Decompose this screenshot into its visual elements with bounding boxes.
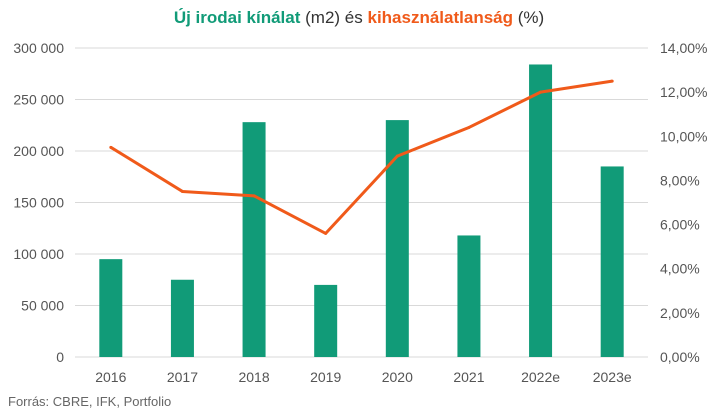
bar-2017 (170, 279, 194, 357)
right-tick-label: 0,00% (660, 349, 700, 365)
x-tick-label: 2023e (593, 369, 632, 385)
vacancy-point-2022e (539, 90, 543, 94)
bar-2021 (457, 235, 481, 357)
bars (99, 64, 624, 357)
left-tick-label: 250 000 (13, 92, 64, 108)
right-tick-label: 6,00% (660, 217, 700, 233)
source-note: Forrás: CBRE, IFK, Portfolio (8, 394, 172, 409)
left-tick-label: 50 000 (21, 298, 64, 314)
chart: 0 50 000 100 000 150 000 200 000 250 000 300 0… (13, 40, 707, 385)
chart-title: Új irodai kínálat (m2) és kihasználatlan… (0, 8, 718, 28)
title-percent: (%) (513, 8, 545, 27)
right-tick-label: 14,00% (660, 40, 707, 56)
vacancy-line (109, 79, 614, 235)
left-tick-label: 100 000 (13, 246, 64, 262)
x-tick-label: 2020 (382, 369, 413, 385)
right-tick-label: 12,00% (660, 84, 707, 100)
x-tick-label: 2022e (521, 369, 560, 385)
right-tick-label: 2,00% (660, 305, 700, 321)
left-tick-label: 300 000 (13, 40, 64, 56)
title-supply: Új irodai kínálat (173, 8, 301, 27)
gridlines (75, 47, 648, 358)
x-tick-label: 2021 (453, 369, 484, 385)
right-tick-label: 4,00% (660, 261, 700, 277)
bar-2020 (385, 120, 409, 357)
x-axis-ticks: 2016 2017 2018 2019 2020 2021 2022e 2023e (95, 369, 632, 385)
bar-2016 (99, 259, 123, 357)
right-tick-label: 8,00% (660, 172, 700, 188)
right-axis-ticks: 0,00% 2,00% 4,00% 6,00% 8,00% 10,00% 12,00% 14,… (660, 40, 707, 365)
right-tick-label: 10,00% (660, 128, 707, 144)
x-tick-label: 2016 (95, 369, 126, 385)
bar-2022e (529, 64, 553, 357)
x-tick-label: 2018 (238, 369, 269, 385)
vacancy-series-line (110, 79, 613, 235)
left-axis-ticks: 0 50 000 100 000 150 000 200 000 250 000 300 0… (13, 40, 64, 365)
x-tick-label: 2019 (310, 369, 341, 385)
left-tick-label: 150 000 (13, 195, 64, 211)
left-tick-label: 200 000 (13, 143, 64, 159)
vacancy-point-2019 (324, 231, 328, 235)
vacancy-point-2023e (610, 79, 614, 83)
left-tick-label: 0 (56, 349, 64, 365)
bar-2023e (600, 166, 624, 357)
vacancy-point-2018 (252, 194, 256, 198)
title-and: és (344, 8, 363, 27)
title-vacancy: kihasználatlanság (367, 8, 514, 27)
vacancy-point-2021 (467, 125, 471, 129)
title-unit: (m2) (300, 8, 345, 27)
vacancy-point-2017 (180, 189, 184, 193)
x-tick-label: 2017 (167, 369, 198, 385)
bar-2018 (242, 122, 266, 357)
vacancy-point-2020 (395, 154, 399, 158)
bar-2019 (314, 284, 338, 357)
vacancy-point-2016 (109, 145, 113, 149)
